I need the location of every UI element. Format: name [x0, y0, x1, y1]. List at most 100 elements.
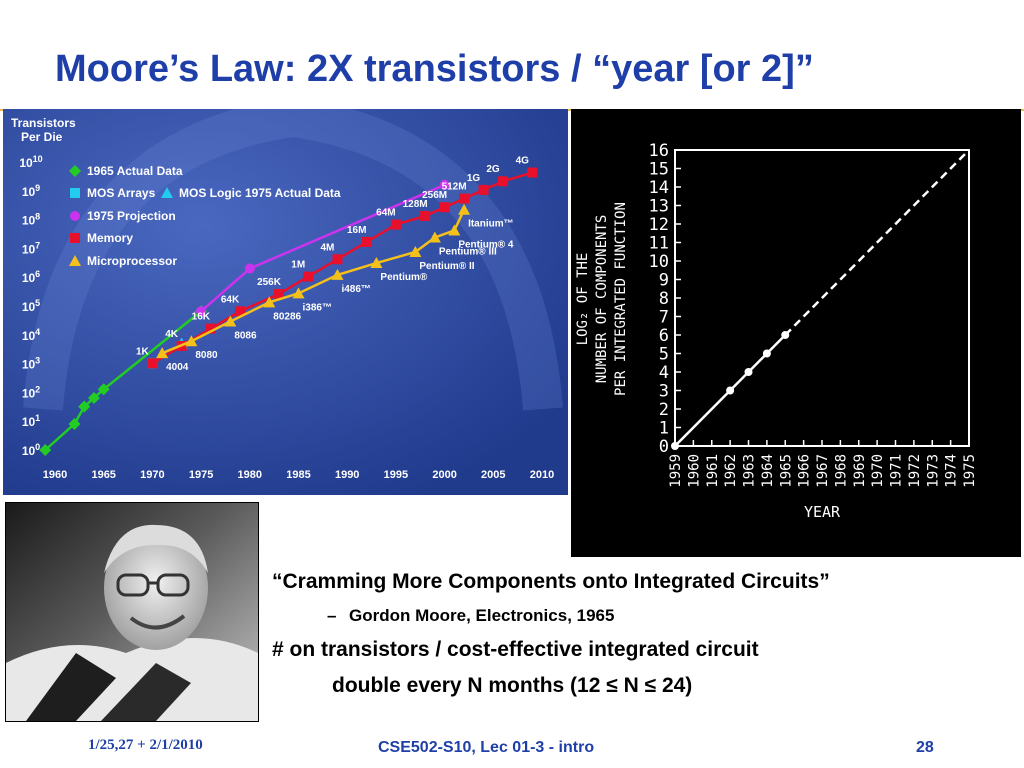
data-point: [390, 219, 401, 230]
x-tick-label: 1968: [833, 454, 849, 488]
legend-marker: [70, 188, 80, 198]
data-label: 4004: [166, 362, 189, 373]
data-label: 1G: [467, 173, 481, 184]
y-tick-label: 9: [659, 271, 669, 291]
data-label: i486™: [341, 284, 370, 295]
y-tick-label: 12: [649, 215, 669, 235]
paper-title-quote: “Cramming More Components onto Integrate…: [272, 570, 830, 593]
x-tick-label: 1975: [189, 469, 213, 481]
y-tick-label: 1: [659, 419, 669, 439]
quote-attribution: – Gordon Moore, Electronics, 1965: [327, 606, 614, 626]
y-tick-label: 7: [659, 308, 669, 328]
data-point: [185, 335, 198, 347]
data-label: 64K: [221, 294, 240, 305]
x-tick-label: 1960: [686, 454, 702, 488]
data-point: [78, 400, 91, 413]
data-point: [439, 179, 450, 190]
definition-line-1: # on transistors / cost-effective integr…: [272, 638, 759, 661]
data-point: [744, 368, 753, 376]
data-point: [439, 202, 450, 213]
data-label: 256K: [257, 277, 282, 288]
x-tick-label: 1970: [870, 454, 886, 488]
data-label: 4G: [516, 156, 530, 167]
gordon-moore-photo: [5, 502, 259, 722]
y-tick-label: 104: [22, 327, 40, 343]
y-tick-label: 15: [649, 160, 669, 180]
attribution-text: Gordon Moore, Electronics, 1965: [349, 606, 615, 625]
data-label: 1M: [291, 260, 305, 271]
data-label: 256M: [422, 190, 447, 201]
data-label: 8086: [234, 330, 257, 341]
footer-course: CSE502-S10, Lec 01-3 - intro: [378, 739, 595, 756]
data-label: Pentium®: [380, 272, 427, 283]
legend-marker: [69, 165, 81, 177]
y-tick-label: 108: [22, 212, 40, 228]
attribution-dash: –: [327, 606, 337, 625]
y-tick-label: 1010: [19, 154, 42, 170]
x-tick-label: 1970: [140, 469, 164, 481]
data-point: [459, 193, 470, 204]
x-tick-label: 1969: [852, 454, 868, 488]
data-point: [361, 236, 372, 247]
legend-label: 1975 Projection: [87, 209, 176, 223]
data-point: [527, 167, 538, 178]
x-tick-label: 1963: [742, 454, 758, 488]
x-tick-label: 1971: [889, 454, 905, 488]
y-tick-label: 14: [649, 178, 669, 198]
data-label: 4M: [321, 242, 335, 253]
footer-page-number: 28: [916, 739, 934, 756]
chart-background: [3, 109, 568, 495]
x-tick-label: 1962: [723, 454, 739, 488]
x-tick-label: 1966: [797, 454, 813, 488]
y-tick-label: 10: [649, 252, 669, 272]
data-point: [762, 349, 771, 358]
data-label: 8080: [195, 350, 218, 361]
data-point: [97, 383, 110, 396]
y-tick-label: 106: [22, 269, 40, 285]
data-point: [478, 184, 489, 195]
y-tick-label: 102: [22, 384, 40, 400]
legend-label: 1965 Actual Data: [87, 164, 183, 178]
x-axis-title: YEAR: [804, 503, 841, 521]
legend-label: Memory: [87, 231, 133, 245]
plot-background: [571, 109, 1021, 557]
data-point: [303, 271, 314, 282]
data-point: [39, 444, 52, 456]
x-tick-label: 1975: [962, 454, 978, 488]
legend-marker: [70, 233, 80, 243]
slide-title: Moore’s Law: 2X transistors / “year [or …: [55, 48, 814, 90]
data-point: [332, 254, 343, 265]
legend-marker: [69, 255, 81, 266]
data-label: Pentium® 4: [458, 239, 514, 250]
data-point: [244, 263, 255, 274]
data-label: Pentium® III: [439, 246, 497, 257]
data-point: [370, 257, 383, 269]
legend-label: MOS Logic 1975 Actual Data: [179, 186, 341, 200]
legend-marker: [70, 211, 80, 221]
y-axis-title: LOG₂ OF THE NUMBER OF COMPONENTS PER INTEG…: [575, 202, 629, 396]
data-point: [147, 358, 158, 369]
data-point: [428, 231, 441, 243]
y-tick-label: 109: [22, 183, 40, 199]
legend-label: Microprocessor: [87, 254, 177, 268]
chart-wafer-decoration: [23, 109, 563, 411]
x-tick-label: 1960: [43, 469, 67, 481]
x-tick-label: 1965: [778, 454, 794, 488]
x-tick-label: 1964: [760, 454, 776, 488]
data-label: 64M: [376, 208, 395, 219]
y-tick-label: 2: [659, 400, 669, 420]
data-label: 16M: [347, 225, 366, 236]
data-point: [224, 315, 237, 327]
data-label: 512M: [442, 182, 467, 193]
y-tick-label: 107: [22, 240, 40, 256]
data-label: 16K: [192, 312, 211, 323]
y-tick-label: 103: [22, 356, 40, 372]
extrapolation-line: [784, 149, 970, 336]
moores-law-transistor-chart: Transistors Per Die 100 101 102 103 104 105 106 1…: [3, 109, 568, 495]
data-label: Itanium™: [468, 219, 514, 230]
y-tick-label: 8: [659, 289, 669, 309]
legend-label: MOS Arrays: [87, 186, 156, 200]
y-tick-label: 3: [659, 382, 669, 402]
data-label: 80286: [273, 311, 301, 322]
